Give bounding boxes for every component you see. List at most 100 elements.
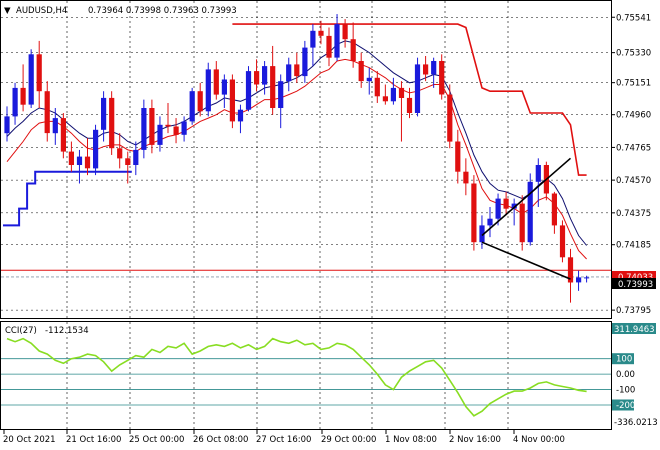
time-tick-label: 2 Nov 16:00	[449, 435, 501, 445]
price-tick-label: 0.75330	[616, 49, 651, 59]
candle-body-bull	[302, 47, 308, 77]
candle-body-bear	[117, 148, 123, 159]
blue-trailing-stop-line	[3, 170, 132, 227]
price-tick-label: 0.75151	[616, 79, 651, 89]
candle-body-bear	[455, 141, 461, 172]
candle-body-bull	[12, 87, 18, 117]
candle-body-bull	[286, 64, 292, 82]
candle-body-bear	[463, 171, 469, 184]
candle-body-bear	[84, 156, 91, 169]
candle-body-bear	[358, 61, 364, 82]
candle-body-bear	[68, 151, 74, 165]
candle-body-bear	[294, 64, 300, 77]
time-tick-label: 27 Oct 16:00	[256, 435, 311, 445]
candle-body-bear	[439, 61, 445, 95]
time-tick-label: 26 Oct 08:00	[193, 435, 248, 445]
ohlc-readout: 0.73964 0.73998 0.73963 0.73993	[88, 6, 237, 16]
time-tick-label: 29 Oct 00:00	[321, 435, 376, 445]
cci-bottom-readout: -336.0213	[614, 418, 658, 428]
cci-level-label: -100	[616, 386, 635, 396]
cci-level-label: -200	[616, 401, 635, 411]
current-price-label: 0.73993	[618, 280, 653, 290]
candle-body-bear	[213, 69, 219, 95]
cci-level-label: 100	[616, 355, 632, 365]
candle-body-bull	[133, 149, 139, 165]
pattern-trendline	[481, 241, 571, 280]
price-tick-label: 0.73795	[616, 306, 651, 316]
candle-body-bull	[334, 24, 340, 58]
candle-body-bull	[366, 77, 372, 82]
candle-body-bull	[93, 129, 99, 169]
cci-axis: 100 0.00 -100 -200	[612, 353, 635, 411]
red-line-price-badge	[612, 271, 656, 282]
candles	[4, 14, 590, 303]
candle-body-bear	[519, 203, 525, 243]
candle-body-bear	[406, 97, 413, 113]
candle-body-bull	[262, 66, 268, 85]
indicator-pane-frame	[0, 321, 612, 430]
candle-body-bull	[431, 61, 437, 75]
time-tick-label: 4 Nov 00:00	[513, 435, 565, 445]
candle-body-bear	[447, 94, 453, 142]
red-trailing-stop-line	[232, 23, 587, 176]
candle-body-bull	[495, 198, 501, 219]
cci-line	[6, 337, 587, 417]
candle-body-bull	[487, 218, 493, 226]
candle-body-bear	[374, 77, 380, 97]
candle-body-bear	[44, 91, 50, 134]
candle-body-bear	[36, 54, 42, 92]
candle-body-bull	[4, 116, 10, 134]
candle-body-bull	[181, 121, 187, 135]
candle-body-bear	[382, 96, 388, 102]
candle-body-bull	[414, 64, 421, 113]
time-axis: 20 Oct 2021 21 Oct 16:00 25 Oct 00:00 26 Oc…	[3, 430, 565, 445]
price-tick-label: 0.75541	[616, 13, 651, 23]
candle-body-bear	[503, 198, 509, 209]
candle-body-bull	[221, 79, 227, 95]
cci-value: -112.1534	[45, 326, 89, 336]
candle-body-bear	[559, 225, 566, 258]
candle-body-bear	[471, 183, 477, 243]
candle-body-bear	[326, 35, 332, 58]
candle-body-bear	[173, 126, 179, 135]
time-tick-label: 20 Oct 2021	[3, 435, 56, 445]
candle-body-bull	[157, 124, 163, 145]
candle-body-bear	[423, 64, 429, 75]
triangle-down-icon[interactable]: ▼	[4, 6, 11, 16]
candle-body-bear	[197, 91, 203, 112]
candle-body-bull	[141, 108, 147, 150]
cci-level-lines	[1, 358, 611, 406]
candle-body-bear	[567, 257, 574, 283]
candle-body-bear	[20, 87, 26, 105]
time-tick-label: 25 Oct 00:00	[129, 435, 184, 445]
cci-level-badge	[612, 399, 634, 411]
cci-top-badge	[612, 323, 656, 334]
candle-body-bull	[28, 54, 34, 105]
cci-top-readout: 311.9463	[614, 325, 655, 335]
price-tick-label: 0.74960	[616, 111, 651, 121]
time-tick-label: 1 Nov 08:00	[385, 435, 437, 445]
candle-body-bear	[60, 118, 66, 152]
price-tick-label: 0.74765	[616, 143, 651, 153]
pattern-trendline	[481, 157, 572, 237]
candle-body-bull	[390, 87, 396, 102]
candle-body-bull	[535, 165, 541, 182]
candle-body-bull	[310, 30, 316, 48]
candle-body-bear	[398, 87, 405, 98]
fast-moving-average-line	[6, 58, 587, 260]
candle-body-bear	[551, 193, 557, 226]
candle-body-bear	[109, 97, 115, 149]
candle-body-bull	[205, 69, 211, 112]
time-tick-label: 21 Oct 16:00	[66, 435, 121, 445]
cci-series-line	[6, 337, 587, 417]
candle-body-bull	[52, 118, 58, 134]
cci-name: CCI(27)	[5, 326, 37, 336]
candle-body-bear	[270, 66, 276, 108]
candle-body-bull	[237, 109, 244, 122]
candle-body-bull	[584, 277, 590, 279]
candle-body-bear	[254, 71, 260, 85]
current-price-badge	[612, 278, 656, 289]
cci-level-badge	[612, 353, 634, 365]
